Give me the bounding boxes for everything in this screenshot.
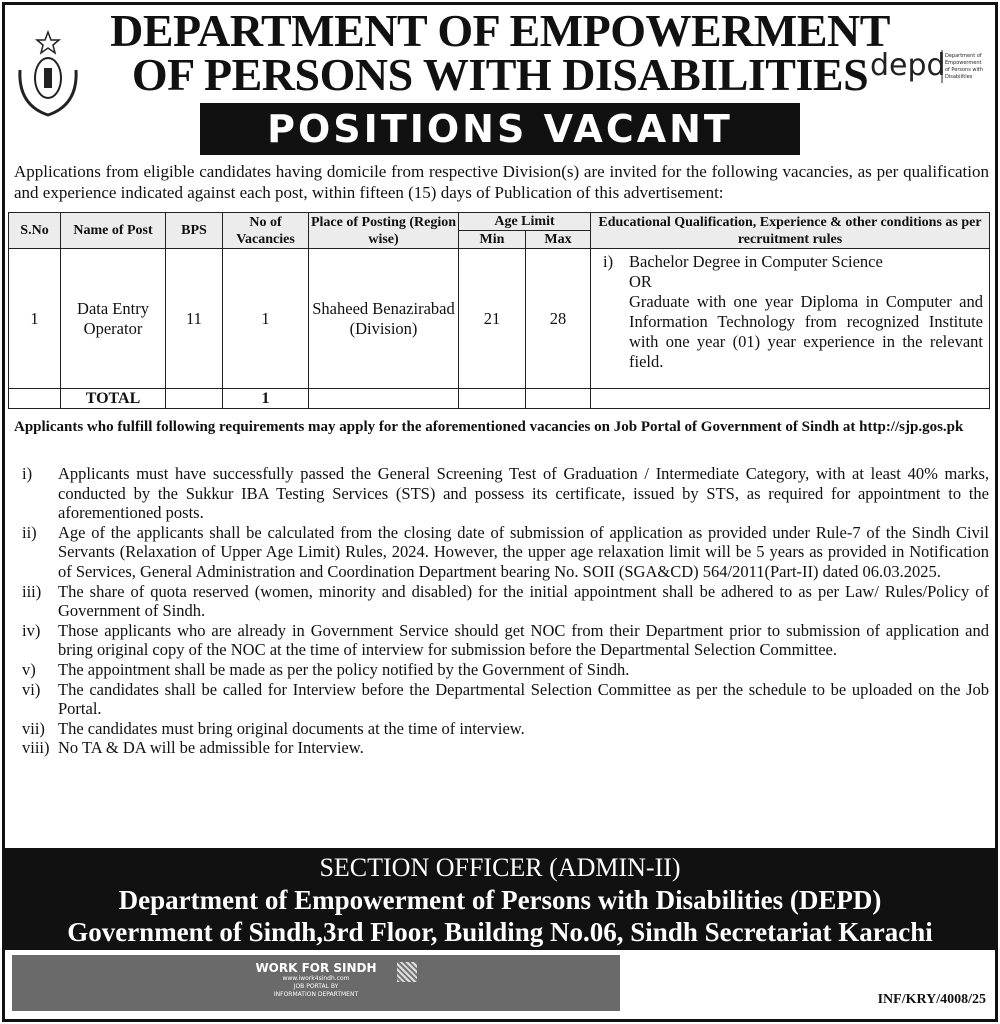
list-item: i) Applicants must have successfully pass…	[14, 464, 989, 523]
table-header-row: S.No Name of Post BPS No of Vacancies Pl…	[8, 212, 990, 249]
list-item: iii) The share of quota reserved (women, …	[14, 582, 989, 621]
department-title-line1: DEPARTMENT OF EMPOWERMENT	[110, 5, 890, 56]
iwork-title: WORK FOR SINDH	[255, 961, 377, 975]
item-number: vii)	[22, 718, 45, 738]
list-item: v) The appointment shall be made as per t…	[14, 660, 989, 680]
total-label: TOTAL	[60, 388, 166, 409]
item-text: Age of the applicants shall be calculate…	[58, 522, 989, 581]
header-post: Name of Post	[60, 212, 166, 249]
item-text: The candidates must bring original docum…	[58, 718, 525, 738]
cell-age-min: 21	[458, 248, 526, 389]
list-item: ii) Age of the applicants shall be calcul…	[14, 523, 989, 582]
svg-text:Disabilities: Disabilities	[945, 74, 973, 80]
department-title-line2: OF PERSONS WITH DISABILITIES	[131, 49, 869, 100]
conditions-list: i) Applicants must have successfully pass…	[14, 464, 989, 758]
apply-note: Applicants who fulfill following require…	[14, 419, 964, 435]
header-age-limit: Age Limit	[458, 212, 591, 231]
total-row: TOTAL 1	[8, 388, 990, 409]
header-vacancies: No of Vacancies	[222, 212, 309, 249]
item-number: v)	[22, 659, 36, 679]
cell-vacancies: 1	[222, 248, 309, 389]
iwork-url: www.iwork4sindh.com	[282, 975, 350, 982]
item-text: Applicants must have successfully passed…	[58, 464, 989, 523]
header-age-min: Min	[458, 230, 526, 249]
qr-code-icon	[397, 962, 417, 982]
total-vacancies: 1	[222, 388, 309, 409]
intro-text: Applications from eligible candidates ha…	[14, 162, 989, 202]
iwork-line2: INFORMATION DEPARTMENT	[273, 991, 359, 998]
list-item: viii) No TA & DA will be admissible for I…	[14, 738, 989, 758]
header-sno: S.No	[8, 212, 61, 249]
section-officer: SECTION OFFICER (ADMIN-II)	[319, 853, 681, 882]
cell-post: Data Entry Operator	[60, 248, 166, 389]
item-number: viii)	[22, 738, 50, 758]
iwork-for-sindh-banner: WORK FOR SINDH www.iwork4sindh.com JOB P…	[12, 955, 620, 1011]
vacancy-table: S.No Name of Post BPS No of Vacancies Pl…	[8, 212, 990, 409]
list-item: vi) The candidates shall be called for In…	[14, 680, 989, 719]
header-education: Educational Qualification, Experience & …	[590, 212, 990, 249]
svg-text:of Persons with: of Persons with	[945, 67, 983, 73]
header-bps: BPS	[165, 212, 223, 249]
positions-vacant-banner: POSITIONS VACANT	[200, 103, 800, 155]
reference-number: INF/KRY/4008/25	[877, 992, 986, 1007]
item-text: Those applicants who are already in Gove…	[58, 620, 989, 660]
item-number: i)	[22, 464, 33, 483]
cell-education: i) Bachelor Degree in Computer Science O…	[590, 248, 990, 389]
contact-footer: SECTION OFFICER (ADMIN-II) Department of…	[5, 848, 995, 950]
item-number: iv)	[22, 620, 41, 640]
cell-place: Shaheed Benazirabad (Division)	[308, 248, 459, 389]
cell-age-max: 28	[525, 248, 591, 389]
cell-bps: 11	[165, 248, 223, 389]
list-item: iv) Those applicants who are already in G…	[14, 621, 989, 660]
cell-sno: 1	[8, 248, 61, 389]
table-row: 1 Data Entry Operator 11 1 Shaheed Benaz…	[8, 248, 990, 389]
header-place: Place of Posting (Region wise)	[308, 212, 459, 249]
edu-line: OR	[629, 272, 652, 291]
item-text: The appointment shall be made as per the…	[58, 659, 630, 679]
header-age-max: Max	[525, 230, 591, 249]
svg-text:Empowerment: Empowerment	[945, 60, 982, 66]
item-text: The candidates shall be called for Inter…	[58, 679, 989, 719]
edu-line: Bachelor Degree in Computer Science	[629, 252, 883, 271]
iwork-line1: JOB PORTAL BY	[293, 983, 339, 990]
address: Government of Sindh,3rd Floor, Building …	[67, 917, 933, 947]
sindh-government-seal-icon	[18, 30, 78, 117]
list-item: vii) The candidates must bring original d…	[14, 719, 989, 739]
edu-line: Graduate with one year Diploma in Comput…	[629, 292, 983, 371]
item-number: vi)	[22, 679, 41, 699]
svg-text:depd: depd	[870, 48, 946, 83]
department-name: Department of Empowerment of Persons wit…	[118, 885, 882, 915]
item-text: The share of quota reserved (women, mino…	[58, 581, 989, 621]
depd-logo: depd Department of Empowerment of Person…	[870, 48, 983, 83]
svg-text:Department of: Department of	[945, 53, 982, 59]
item-text: No TA & DA will be admissible for Interv…	[58, 738, 364, 758]
edu-number: i)	[603, 252, 614, 271]
item-number: iii)	[22, 581, 42, 601]
item-number: ii)	[22, 522, 37, 542]
